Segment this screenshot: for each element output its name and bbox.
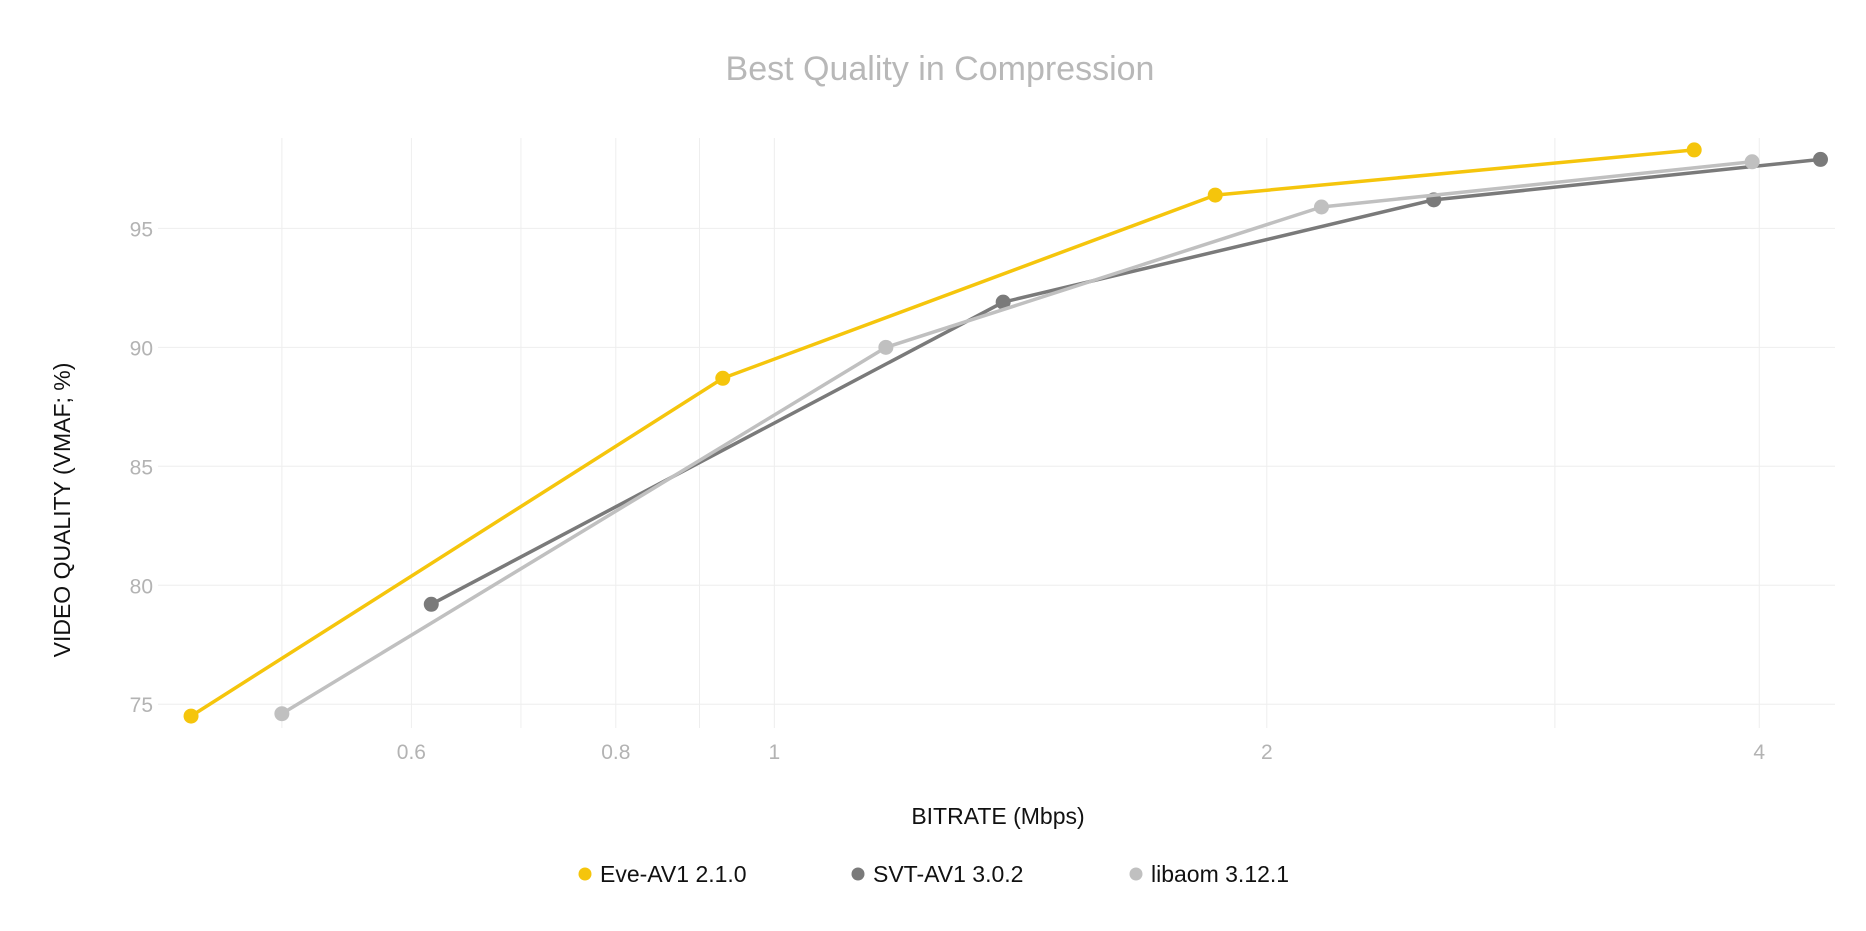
legend: Eve-AV1 2.1.0 SVT-AV1 3.0.2 libaom 3.12.1 — [578, 861, 1289, 887]
y-tick-label: 75 — [130, 694, 153, 717]
data-point — [1686, 142, 1702, 158]
data-point — [1812, 151, 1828, 167]
x-tick-label: 0.8 — [601, 741, 630, 764]
y-axis-ticks: 75 80 85 90 95 — [130, 218, 153, 717]
series-2 — [274, 154, 1760, 722]
legend-marker — [578, 867, 592, 881]
data-point — [995, 294, 1011, 310]
data-point — [715, 370, 731, 386]
y-tick-label: 80 — [130, 575, 153, 598]
legend-item: SVT-AV1 3.0.2 — [851, 861, 1023, 887]
data-point — [423, 596, 439, 612]
series-line — [280, 160, 1753, 716]
data-point — [1313, 199, 1329, 215]
series-0 — [183, 142, 1702, 724]
series-1 — [423, 151, 1828, 612]
y-axis-label: VIDEO QUALITY (VMAF; %) — [49, 363, 75, 658]
x-tick-label: 4 — [1753, 741, 1765, 764]
series-line — [190, 148, 1695, 718]
data-point — [1207, 187, 1223, 203]
series-layer — [183, 142, 1828, 724]
x-tick-label: 0.6 — [397, 741, 426, 764]
data-point — [878, 339, 894, 355]
x-axis-label: BITRATE (Mbps) — [911, 803, 1084, 829]
y-tick-label: 95 — [130, 218, 153, 241]
data-point — [274, 706, 290, 722]
legend-marker — [1129, 867, 1143, 881]
legend-marker — [851, 867, 865, 881]
x-tick-label: 1 — [768, 741, 780, 764]
chart-title: Best Quality in Compression — [726, 50, 1155, 88]
grid-lines — [158, 138, 1835, 728]
legend-item: Eve-AV1 2.1.0 — [578, 861, 747, 887]
legend-label: SVT-AV1 3.0.2 — [873, 861, 1023, 887]
legend-label: libaom 3.12.1 — [1151, 861, 1289, 887]
legend-item: libaom 3.12.1 — [1129, 861, 1289, 887]
y-tick-label: 90 — [130, 337, 153, 360]
legend-label: Eve-AV1 2.1.0 — [600, 861, 747, 887]
x-axis-ticks: 0.6 0.8 1 2 4 — [397, 741, 1766, 764]
y-tick-label: 85 — [130, 456, 153, 479]
x-tick-label: 2 — [1261, 741, 1273, 764]
data-point — [183, 708, 199, 724]
series-line — [430, 157, 1821, 606]
data-point — [1744, 154, 1760, 170]
